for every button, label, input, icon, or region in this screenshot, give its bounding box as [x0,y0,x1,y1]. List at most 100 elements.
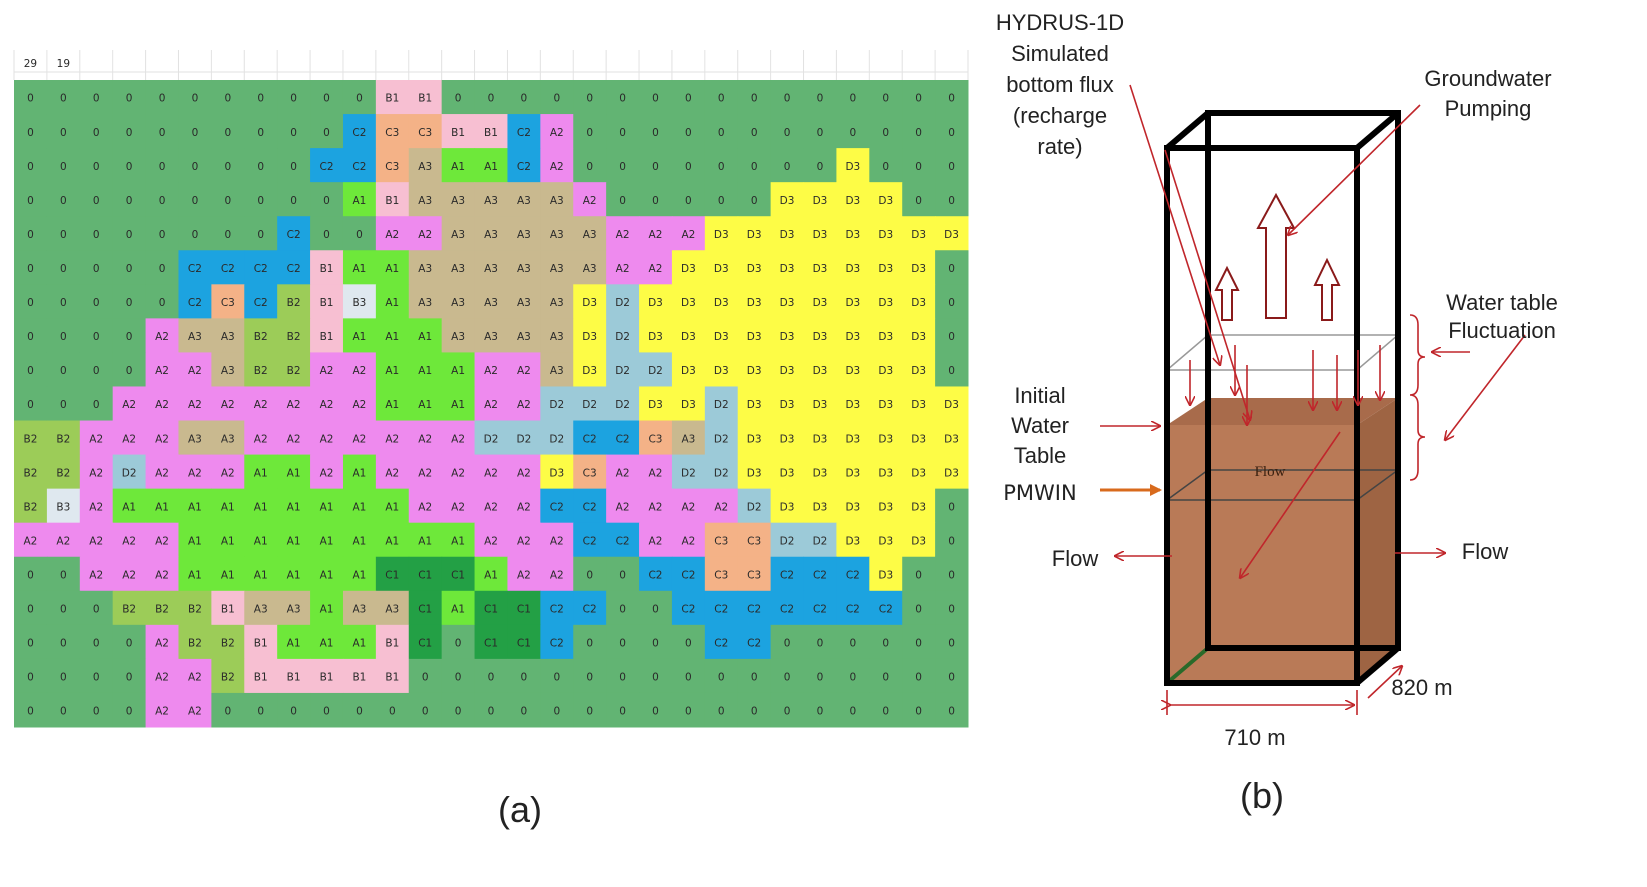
zone-label: C2 [813,569,827,581]
zone-cell [474,318,508,353]
zone-label: C3 [385,161,399,173]
zone-cell [79,454,114,490]
zone-cell [606,250,640,285]
zone-cell [902,420,936,456]
zone-cell [79,488,114,524]
zone-cell [441,420,476,456]
zone-label: A2 [89,467,103,479]
zone-label: A1 [320,569,334,581]
zone-cell [14,556,48,592]
soil-front [1167,425,1357,683]
zone-cell [737,454,772,490]
zone-cell [540,420,574,456]
zone-label: A1 [155,501,169,513]
zone-label: A1 [320,535,334,547]
zone-label: A2 [155,433,169,445]
zone-label: A2 [89,501,103,513]
zone-label: 0 [948,127,955,139]
zone-label: C2 [352,127,366,139]
zone-label: 0 [784,706,791,718]
zone-label: D3 [813,263,828,275]
zone-label: A3 [550,229,564,241]
zone-cell [310,522,344,558]
zone-cell [770,386,805,422]
zone-label: C2 [221,263,235,275]
zone-cell [14,114,48,149]
zone-cell [277,250,311,285]
zone-label: A2 [155,535,169,547]
zone-label: C2 [681,569,695,581]
zone-cell [46,420,81,456]
zone-cell [178,590,212,626]
zone-label: D3 [714,365,729,377]
zone-label: D3 [648,331,663,343]
zone-cell [573,556,607,592]
zone-label: D3 [780,331,795,343]
zone-cell [145,658,179,694]
zone-cell [737,522,772,558]
zone-cell [770,420,805,456]
zone-label: 0 [93,263,100,275]
zone-label: D3 [911,399,926,411]
zone-cell [277,522,311,558]
zone-label: 0 [60,672,67,684]
zone-cell [474,692,508,728]
zone-cell [737,488,772,524]
zone-cell [606,386,640,422]
zone-label: C1 [418,638,432,650]
zone-label: D3 [714,263,729,275]
zone-label: A2 [418,501,432,513]
zone-cell [112,692,147,728]
zone-cell [310,114,344,149]
zone-label: B2 [287,297,301,309]
zone-label: D3 [845,195,860,207]
zone-label: D3 [813,467,828,479]
zone-cell [573,386,607,422]
zone-label: 0 [948,535,955,547]
zone-cell [79,318,114,353]
zone-cell [375,352,410,387]
zone-cell [277,216,311,251]
zone-cell [639,522,673,558]
zone-label: A3 [451,331,465,343]
zone-cell [178,420,212,456]
zone-cell [112,488,147,524]
zone-cell [145,80,179,115]
zone-cell [540,522,574,558]
zone-label: 0 [882,706,889,718]
zone-label: 0 [126,706,133,718]
zone-cell [145,556,179,592]
zone-cell [145,216,179,251]
zone-label: A2 [122,433,136,445]
zone-cell [935,556,969,592]
zone-cell [46,454,81,490]
zone-label: A3 [188,433,202,445]
zone-label: A1 [352,195,366,207]
zone-label: 0 [224,93,231,105]
zone-label: A2 [24,535,38,547]
depth-label: 820 m [1391,675,1452,700]
zone-cell [211,80,245,115]
fluctuation-label: Fluctuation [1448,318,1556,343]
zone-cell [178,148,212,183]
zone-cell [737,318,772,353]
zone-cell [112,80,147,115]
zone-label: B1 [352,672,366,684]
zone-label: A1 [122,501,136,513]
zone-cell [803,454,837,490]
zone-cell [803,318,837,353]
zone-cell [79,80,114,115]
zone-cell [46,692,81,728]
zone-cell [606,284,640,319]
zone-cell [770,284,805,319]
zone-cell [606,556,640,592]
zone-cell [375,284,410,319]
zone-label: 0 [948,331,955,343]
zone-cell [902,522,936,558]
zone-label: 0 [784,161,791,173]
zone-cell [573,624,607,660]
zone-label: 0 [27,93,34,105]
zone-cell [14,148,48,183]
zone-cell [803,148,837,183]
zone-cell [178,454,212,490]
